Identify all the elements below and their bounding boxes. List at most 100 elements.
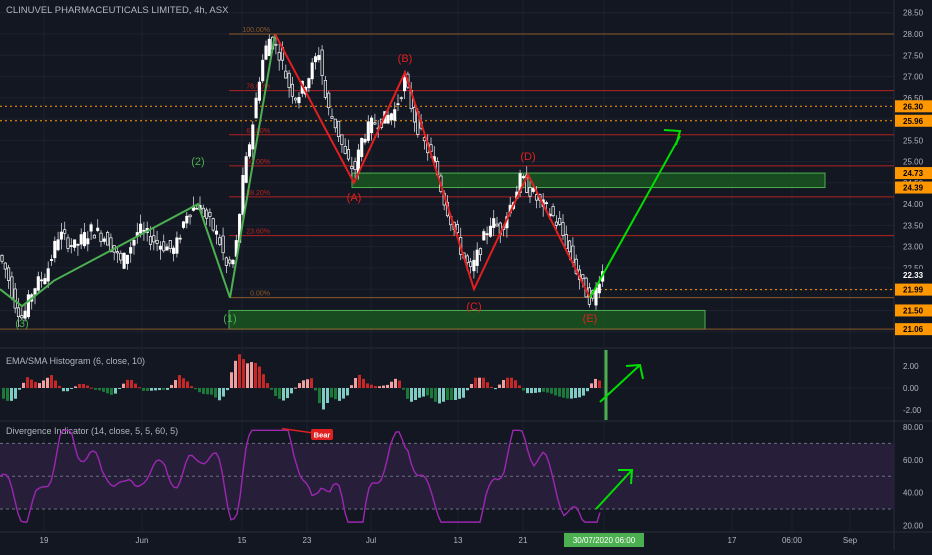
candle-body bbox=[205, 209, 209, 219]
hist-bar bbox=[242, 359, 245, 388]
hist-y-tick: -2.00 bbox=[903, 406, 922, 415]
candle-body bbox=[7, 267, 11, 281]
hist-bar bbox=[70, 388, 73, 389]
candle-body bbox=[40, 279, 44, 282]
price-label: 26.30 bbox=[903, 102, 924, 111]
hist-bar bbox=[550, 388, 553, 394]
hist-bar bbox=[582, 388, 585, 396]
hist-bar bbox=[218, 388, 221, 401]
x-tick-label: 30/07/2020 06:00 bbox=[573, 536, 636, 545]
hist-bar bbox=[494, 388, 497, 390]
candle-body bbox=[350, 166, 354, 170]
wave-label: (1) bbox=[223, 313, 236, 325]
hist-bar bbox=[534, 388, 537, 393]
candle-body bbox=[488, 225, 492, 237]
candle-body bbox=[284, 70, 288, 79]
hist-bar bbox=[342, 388, 345, 399]
candle-body bbox=[297, 96, 301, 104]
hist-bar bbox=[138, 387, 141, 389]
candle-body bbox=[208, 212, 212, 217]
hist-bar bbox=[382, 385, 385, 388]
price-label: 24.39 bbox=[903, 184, 924, 193]
candle-body bbox=[218, 237, 222, 245]
hist-bar bbox=[54, 380, 57, 388]
hist-bar bbox=[94, 388, 97, 390]
fib-level-label: 0.00% bbox=[250, 291, 270, 298]
candle-body bbox=[106, 232, 110, 246]
hist-bar bbox=[206, 388, 209, 395]
rsi-y-tick: 40.00 bbox=[903, 489, 924, 498]
hist-bar bbox=[2, 388, 5, 399]
hist-bar bbox=[162, 388, 165, 390]
hist-bar bbox=[322, 388, 325, 410]
hist-bar bbox=[586, 388, 589, 392]
candle-body bbox=[89, 224, 93, 232]
candle-body bbox=[274, 43, 278, 46]
candle-body bbox=[79, 234, 83, 245]
hist-bar bbox=[566, 388, 569, 399]
date-cursor-bg bbox=[564, 533, 644, 547]
hist-y-tick: 0.00 bbox=[903, 384, 919, 393]
candle-body bbox=[370, 117, 374, 134]
candle-body bbox=[3, 262, 7, 270]
chart-title: CLINUVEL PHARMACEUTICALS LIMITED, 4h, AS… bbox=[6, 5, 229, 16]
candle-body bbox=[317, 55, 321, 61]
wave-label: (A) bbox=[347, 192, 362, 204]
candle-body bbox=[475, 249, 479, 266]
candle-body bbox=[168, 240, 172, 249]
price-label-bg bbox=[895, 100, 932, 113]
hist-bar bbox=[122, 383, 125, 388]
candle-body bbox=[16, 307, 21, 318]
x-tick-label: 19 bbox=[40, 536, 49, 545]
candle-body bbox=[139, 223, 143, 234]
hist-bar bbox=[366, 383, 369, 388]
candle-body bbox=[244, 156, 248, 183]
hist-bar bbox=[198, 388, 201, 393]
candle-body bbox=[330, 116, 334, 119]
candle-body bbox=[231, 259, 235, 265]
hist-bar bbox=[66, 388, 69, 392]
candle-body bbox=[363, 138, 367, 143]
hist-bar bbox=[402, 388, 405, 390]
wave-label: (E) bbox=[583, 313, 598, 325]
candle-body bbox=[224, 257, 228, 266]
hist-bar bbox=[238, 354, 241, 388]
hist-bar bbox=[374, 385, 377, 388]
hist-bar bbox=[214, 388, 217, 398]
candle-body bbox=[257, 81, 261, 101]
wave-line-green bbox=[0, 33, 276, 308]
hist-bar bbox=[354, 377, 357, 388]
bear-badge-text: Bear bbox=[314, 431, 331, 440]
y-tick-label: 25.50 bbox=[903, 136, 924, 145]
candle-body bbox=[264, 45, 268, 60]
candle-body bbox=[247, 144, 252, 157]
hist-bar bbox=[150, 388, 153, 391]
hist-bar bbox=[98, 388, 101, 391]
hist-bar bbox=[446, 388, 449, 401]
hist-bar bbox=[82, 383, 85, 388]
hist-bar bbox=[486, 382, 489, 388]
hist-bar bbox=[282, 388, 285, 401]
hist-bar bbox=[18, 388, 21, 390]
hist-bar bbox=[558, 388, 561, 397]
hist-bar bbox=[502, 379, 505, 388]
candle-body bbox=[129, 247, 133, 254]
hist-bar bbox=[490, 386, 493, 388]
hist-title: EMA/SMA Histogram (6, close, 10) bbox=[6, 356, 145, 366]
hist-bar bbox=[266, 383, 269, 388]
y-tick-label: 23.50 bbox=[903, 221, 924, 230]
candle-body bbox=[165, 246, 169, 251]
wave-label: (3) bbox=[15, 318, 28, 330]
candle-body bbox=[389, 113, 393, 121]
hist-bar bbox=[454, 388, 457, 401]
hist-bar bbox=[134, 383, 137, 388]
price-label: 21.06 bbox=[903, 325, 924, 334]
candle-body bbox=[597, 283, 601, 294]
candle-body bbox=[455, 224, 459, 233]
hist-bar bbox=[514, 380, 517, 388]
hist-bar bbox=[42, 380, 45, 388]
candle-body bbox=[535, 194, 539, 201]
y-tick-label: 24.00 bbox=[903, 200, 924, 209]
candle-body bbox=[221, 235, 225, 254]
